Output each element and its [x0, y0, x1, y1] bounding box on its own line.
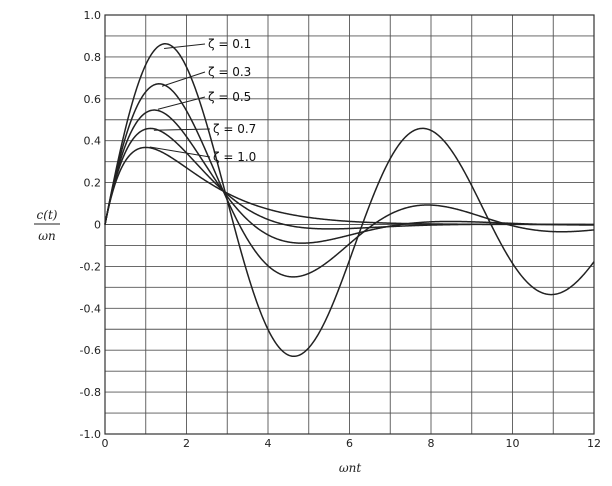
y-tick-label: 0 [94, 219, 101, 232]
series-labels: ζ = 0.1 ζ = 0.3 ζ = 0.5 ζ = 0.7 ζ = 1.0 [208, 37, 256, 164]
x-tick-label: 2 [183, 437, 190, 450]
x-tick-label: 8 [428, 437, 435, 450]
x-tick-label: 6 [346, 437, 353, 450]
y-tick-label: -0.2 [80, 260, 101, 273]
series-label: ζ = 0.7 [213, 122, 256, 136]
y-tick-label: -0.8 [80, 386, 101, 399]
series-label: ζ = 1.0 [213, 150, 256, 164]
series-label-leader [149, 146, 211, 158]
series-line-zeta-1 [104, 146, 594, 226]
y-axis-label-numerator: c(t) [37, 208, 58, 222]
series-label-leaders [149, 43, 211, 158]
y-tick-label: 0.8 [84, 51, 102, 64]
y-tick-label: 0.6 [84, 93, 102, 106]
series-label-leader [153, 128, 211, 131]
tick-labels: 0 2 4 6 8 10 12 1.0 0.8 0.6 0.4 0.2 0 -0.2 -0.4 -0.6 -0.… [80, 9, 601, 450]
series-label-leader [157, 96, 206, 110]
series-line-zeta-0-5 [104, 109, 594, 244]
x-tick-label: 0 [102, 437, 109, 450]
x-tick-label: 4 [265, 437, 272, 450]
series-line-zeta-0-3 [104, 83, 595, 278]
x-axis-label: ωnt [339, 461, 362, 475]
series-label: ζ = 0.5 [208, 90, 251, 104]
series-label: ζ = 0.1 [208, 37, 251, 51]
grid [105, 15, 594, 434]
y-axis-label-denominator: ωn [38, 229, 56, 243]
series-label-leader [161, 71, 206, 87]
x-tick-label: 10 [506, 437, 520, 450]
y-tick-label: 0.4 [84, 135, 102, 148]
series-label: ζ = 0.3 [208, 65, 251, 79]
y-tick-label: 1.0 [84, 9, 102, 22]
y-tick-label: -0.4 [80, 302, 101, 315]
y-tick-label: 0.2 [84, 177, 102, 190]
y-tick-label: -0.6 [80, 344, 101, 357]
x-tick-label: 12 [587, 437, 601, 450]
series-line-zeta-0-1 [104, 43, 595, 358]
series-label-leader [164, 43, 206, 50]
y-tick-label: -1.0 [80, 428, 101, 441]
